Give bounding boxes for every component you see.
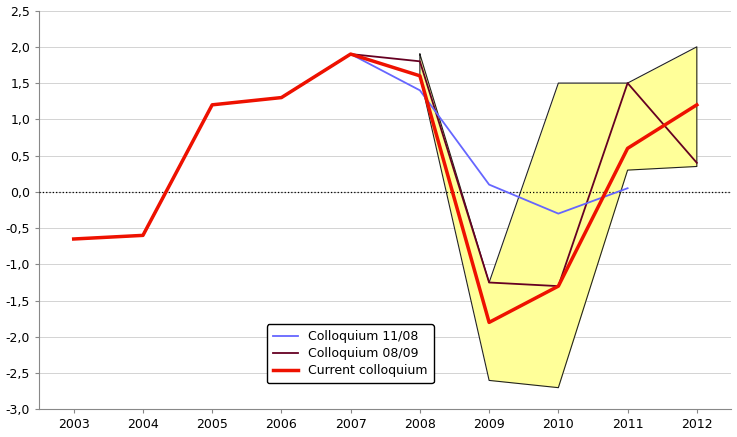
Legend: Colloquium 11/08, Colloquium 08/09, Current colloquium: Colloquium 11/08, Colloquium 08/09, Curr… — [267, 324, 434, 383]
